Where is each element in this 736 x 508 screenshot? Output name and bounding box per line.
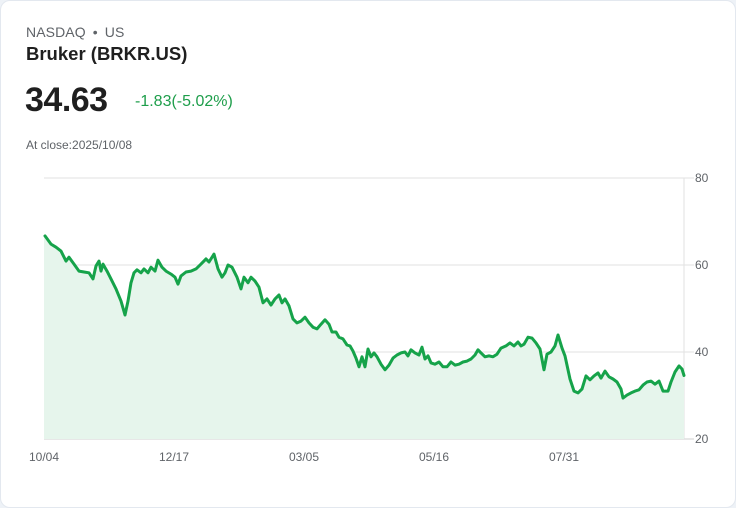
close-timestamp: At close:2025/10/08 xyxy=(26,138,133,152)
exchange-name: NASDAQ xyxy=(26,24,86,40)
stock-price: 34.63 xyxy=(25,81,108,119)
country: US xyxy=(104,24,125,40)
x-tick-label: 12/17 xyxy=(159,450,189,464)
x-axis-labels: 10/04 12/17 03/05 05/16 07/31 xyxy=(29,450,579,464)
y-tick-label: 80 xyxy=(695,171,709,185)
y-axis-labels: 80 60 40 20 xyxy=(695,171,709,446)
y-tick-label: 20 xyxy=(695,432,709,446)
x-tick-label: 07/31 xyxy=(549,450,579,464)
stock-title: Bruker (BRKR.US) xyxy=(26,43,188,64)
x-tick-label: 10/04 xyxy=(29,450,59,464)
separator-dot: • xyxy=(92,24,98,40)
price-change: -1.83(-5.02%) xyxy=(135,93,233,110)
exchange-line: NASDAQ • US xyxy=(26,24,124,40)
x-tick-label: 05/16 xyxy=(419,450,449,464)
y-tick-label: 60 xyxy=(695,258,709,272)
y-tick-label: 40 xyxy=(695,345,709,359)
price-area-fill xyxy=(44,235,684,439)
x-tick-label: 03/05 xyxy=(289,450,319,464)
price-line xyxy=(43,234,686,400)
